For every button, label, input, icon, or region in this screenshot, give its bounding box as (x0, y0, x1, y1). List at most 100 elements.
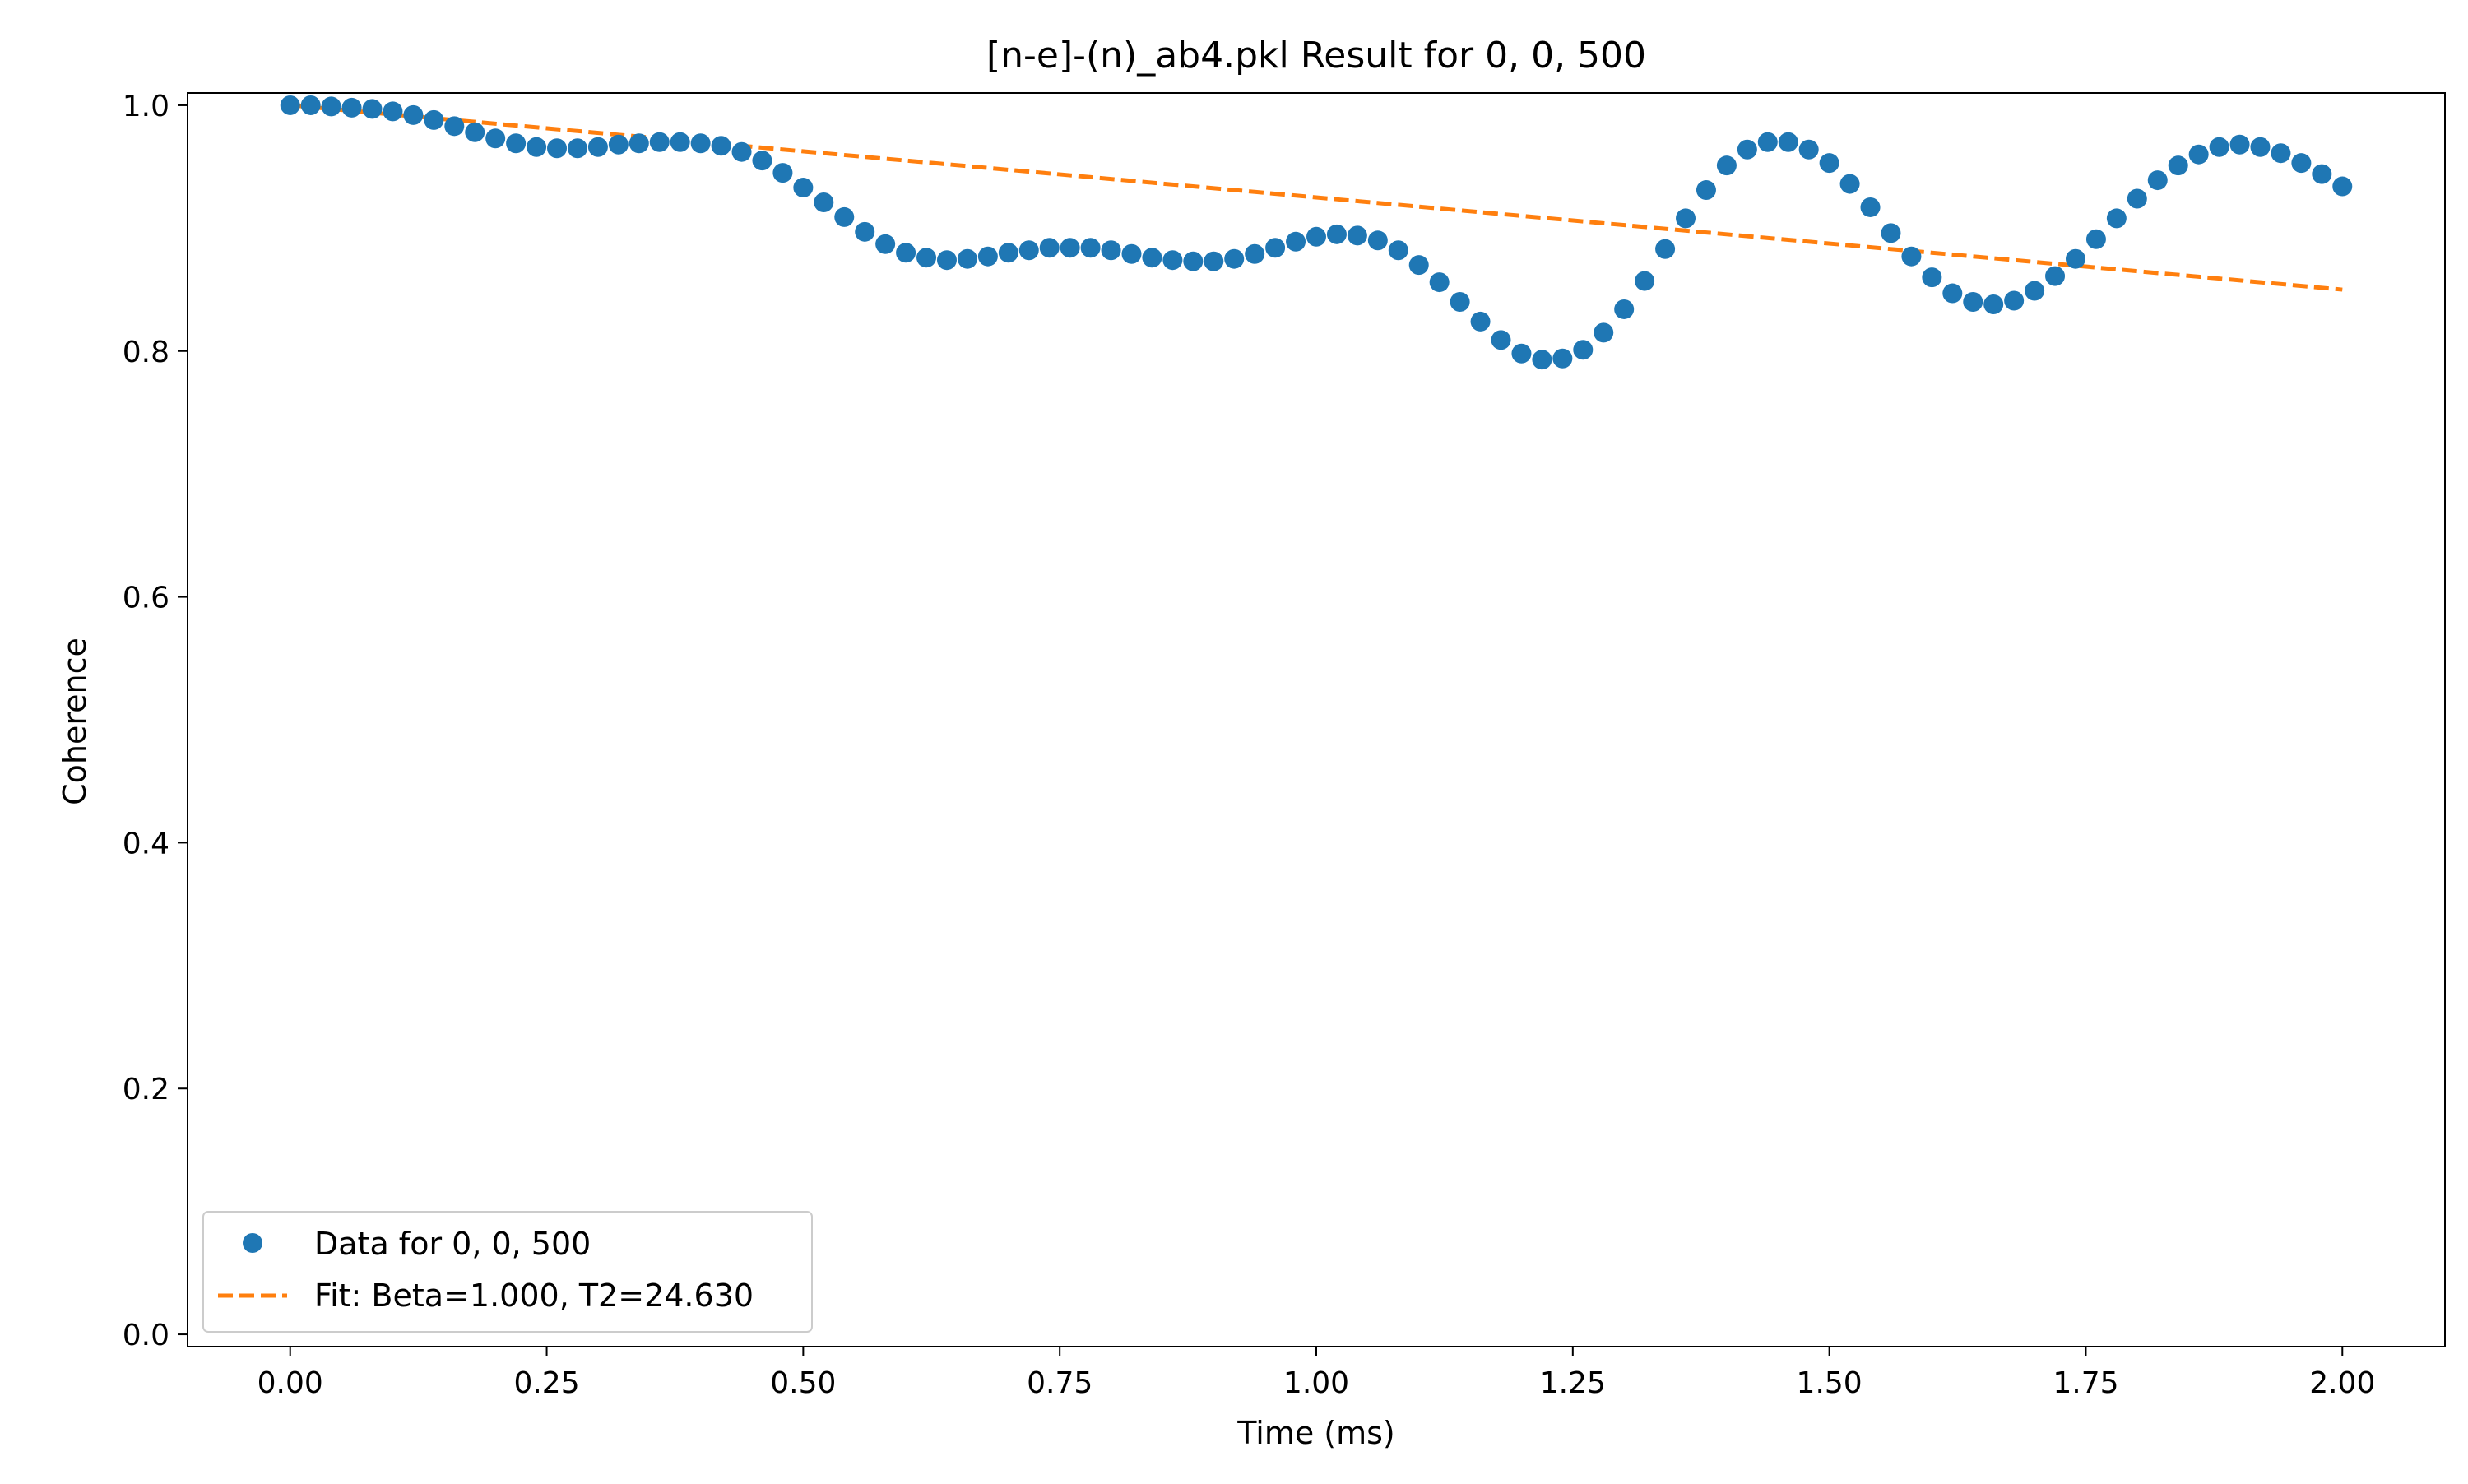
data-point (1676, 208, 1696, 229)
y-tick-label: 0.0 (123, 1319, 169, 1352)
data-point (1573, 340, 1594, 360)
y-tick-label: 0.6 (123, 582, 169, 615)
data-point (1737, 139, 1757, 160)
plot-frame (187, 92, 2446, 1347)
data-point (1162, 250, 1183, 271)
data-point (1142, 248, 1162, 268)
data-point (300, 95, 321, 115)
legend-label-fit: Fit: Beta=1.000, T2=24.630 (314, 1278, 754, 1314)
x-tick-label: 0.25 (513, 1366, 579, 1400)
legend-marker-data (243, 1233, 262, 1253)
x-tick-label: 1.50 (1797, 1366, 1863, 1400)
data-point (1860, 197, 1881, 217)
data-point (1080, 238, 1101, 258)
data-point (1018, 240, 1039, 261)
data-point (608, 134, 629, 155)
data-point (2332, 176, 2353, 197)
x-tick-label: 0.00 (257, 1366, 323, 1400)
data-point (1983, 294, 2004, 314)
data-point (977, 246, 998, 267)
data-point (1245, 243, 1265, 264)
data-point (2291, 153, 2312, 174)
data-point (321, 96, 341, 117)
data-point (1655, 239, 1676, 259)
data-point (2209, 137, 2229, 157)
data-point (2085, 229, 2106, 249)
x-axis-label: Time (ms) (1236, 1415, 1395, 1451)
data-point (1039, 238, 1060, 258)
data-point (403, 104, 424, 125)
data-point (690, 133, 711, 154)
x-tick-label: 1.25 (1540, 1366, 1606, 1400)
data-point (1429, 272, 1450, 293)
data-point (1614, 299, 1635, 319)
data-point (2106, 208, 2127, 229)
data-point (875, 234, 896, 254)
data-point (1716, 155, 1737, 176)
data-point (731, 141, 752, 162)
data-point (1922, 267, 1942, 288)
data-point (855, 221, 875, 242)
data-point (2045, 266, 2066, 286)
data-point (834, 206, 855, 227)
y-tick-label: 0.4 (123, 827, 169, 860)
plot-area (187, 92, 2446, 1347)
fit-line-series (290, 103, 2343, 292)
data-point (527, 137, 547, 157)
data-point (1367, 230, 1388, 251)
data-point (793, 178, 814, 198)
data-point (936, 250, 957, 271)
data-point (1101, 240, 1121, 261)
data-point (1881, 223, 1901, 243)
data-point (383, 101, 403, 122)
data-point (1224, 248, 1245, 269)
data-point (567, 138, 587, 159)
data-point (362, 99, 383, 119)
data-point (1963, 292, 1983, 312)
x-tick-label: 0.75 (1027, 1366, 1093, 1400)
data-point (2025, 281, 2045, 301)
data-point (280, 95, 300, 115)
data-point (465, 122, 485, 142)
data-point (1635, 271, 1655, 291)
x-tick-label: 1.75 (2053, 1366, 2118, 1400)
legend: Data for 0, 0, 500 Fit: Beta=1.000, T2=24… (202, 1211, 813, 1333)
data-point (506, 133, 527, 154)
data-point (1942, 283, 1963, 304)
data-point (2312, 164, 2332, 184)
data-point (814, 192, 834, 212)
data-point (1388, 240, 1408, 261)
legend-box (202, 1211, 813, 1333)
data-point (1286, 231, 1306, 252)
data-point (1408, 255, 1429, 276)
data-point (998, 243, 1018, 263)
data-point (670, 132, 690, 152)
y-tick-label: 1.0 (123, 90, 169, 123)
data-point (1306, 226, 1326, 247)
data-point (1183, 251, 1204, 271)
data-point (2188, 144, 2209, 165)
data-point (1778, 132, 1798, 152)
data-point (1532, 350, 1552, 370)
data-point (424, 109, 444, 130)
data-point (1552, 348, 1573, 369)
x-tick-label: 1.00 (1283, 1366, 1349, 1400)
data-point (1347, 225, 1367, 246)
data-point (1594, 322, 1614, 343)
data-point (2065, 248, 2085, 269)
data-point (916, 248, 937, 268)
data-point (1491, 330, 1511, 350)
fit-line (290, 103, 2343, 292)
chart-title: [n-e]-(n)_ab4.pkl Result for 0, 0, 500 (986, 35, 1646, 77)
data-point (896, 243, 916, 263)
legend-label-data: Data for 0, 0, 500 (314, 1226, 591, 1262)
y-tick-label: 0.2 (123, 1073, 169, 1106)
data-points-series (280, 95, 2353, 370)
data-point (629, 133, 649, 154)
data-point (1204, 251, 1224, 271)
data-point (1819, 153, 1839, 174)
data-point (1696, 180, 1716, 201)
data-point (341, 97, 362, 118)
data-point (772, 163, 793, 183)
